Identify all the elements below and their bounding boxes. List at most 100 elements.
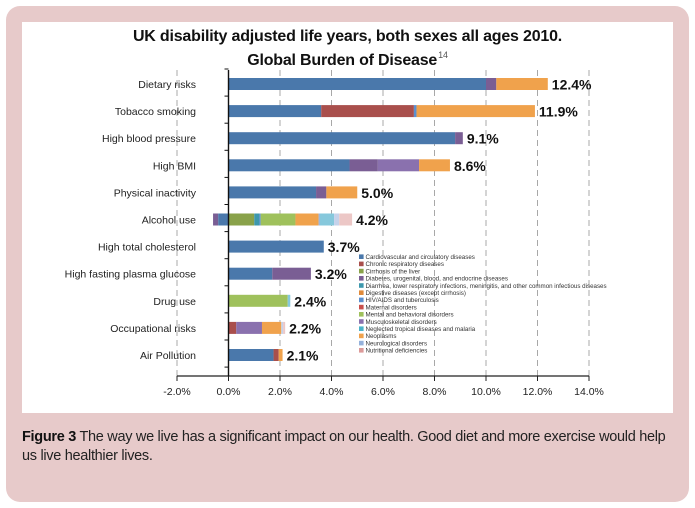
bar-segment [295, 213, 319, 226]
legend-swatch [359, 254, 364, 259]
legend-entry: Cirrhosis of the liver [366, 268, 421, 275]
bar-segment [419, 159, 450, 172]
legend: Cardiovascular and circulatory diseasesC… [359, 254, 607, 355]
chart-title: UK disability adjusted life years, both … [22, 28, 673, 70]
bar-segment [228, 240, 324, 253]
bar-segment [273, 349, 279, 361]
legend-entry: Chronic respiratory diseases [366, 261, 444, 268]
value-label: 2.2% [289, 320, 321, 336]
bar-segment [228, 349, 274, 361]
x-tick-label: 2.0% [268, 386, 292, 398]
category-label: Air Pollution [140, 350, 196, 362]
bar-segment [413, 105, 417, 118]
category-label: Alcohol use [142, 215, 196, 227]
bar-segment [377, 159, 420, 172]
category-label: High total cholesterol [98, 242, 196, 254]
x-tick-label: 0.0% [217, 386, 241, 398]
title-footnote-ref: 14 [438, 50, 448, 60]
bar-segment [349, 159, 378, 172]
category-label: High BMI [153, 160, 196, 172]
category-label: High blood pressure [102, 133, 196, 145]
bar-segment [416, 105, 535, 118]
x-tick-label: 10.0% [471, 386, 501, 398]
legend-entry: Digestive diseases (except cirrhosis) [366, 290, 466, 297]
bar-segment [316, 186, 327, 199]
bar-segment [228, 267, 273, 280]
bar-segment [228, 294, 288, 307]
value-label: 3.2% [315, 266, 347, 282]
bar-segment [318, 213, 320, 226]
legend-swatch [359, 297, 364, 303]
legend-swatch [359, 340, 364, 346]
legend-swatch [359, 261, 364, 267]
x-tick-label: 4.0% [320, 386, 344, 398]
value-label: 8.6% [454, 158, 486, 174]
x-tick-label: -2.0% [163, 386, 190, 398]
legend-entry: Neurological disorders [366, 340, 428, 347]
value-label: 3.7% [328, 239, 360, 255]
axes: -2.0% 0.0% 2.0% 4.0% 6.0% 8.0% 10.0% 12.0% 14.0% [163, 68, 604, 398]
chart-title-line-1: UK disability adjusted life years, both … [132, 28, 563, 45]
value-label: 11.9% [539, 104, 578, 120]
legend-swatch [359, 326, 364, 331]
legend-swatch [359, 319, 364, 324]
value-labels: 12.4% 11.9% 9.1% 8.6% 5.0% 4.2% 3.7% 3.2% 2.4% 2.… [287, 77, 592, 364]
legend-entry: HIV/AIDS and tuberculosis [366, 297, 439, 304]
category-label: Occupational risks [110, 323, 196, 335]
legend-entry: Neoplasms [366, 333, 397, 340]
legend-entry: Nutritional deficiencies [366, 348, 428, 355]
bar-segment [260, 213, 296, 226]
legend-entry: Diabetes, urogenital, blood, and endocri… [366, 276, 508, 283]
chart-subtitle: Global Burden of Disease [247, 52, 438, 69]
x-tick-label: 12.0% [523, 386, 553, 398]
value-label: 4.2% [356, 212, 388, 228]
category-label: Drug use [153, 296, 196, 308]
legend-swatch [359, 268, 364, 274]
bar-segment [326, 186, 358, 199]
bar-segment [287, 294, 291, 307]
legend-swatch [359, 290, 364, 295]
bar-segment [259, 213, 261, 226]
bar-segment [339, 213, 353, 226]
bar-segment [319, 213, 335, 226]
bar-segment [228, 186, 317, 199]
bar-segment [228, 105, 322, 118]
bar-segment [228, 78, 486, 90]
bar-segment [228, 321, 237, 334]
value-label: 2.4% [294, 293, 326, 309]
bar-segment [272, 267, 311, 280]
legend-swatch [359, 333, 364, 339]
legend-swatch [359, 312, 364, 317]
bar-segment [228, 213, 255, 226]
legend-swatch [359, 304, 364, 310]
bars [213, 78, 548, 361]
figure-caption-text: The way we live has a significant impact… [22, 429, 666, 464]
bar-segment [236, 321, 262, 334]
legend-entry: Cardiovascular and circulatory diseases [366, 254, 475, 261]
bar-segment [278, 349, 283, 361]
bar-segment [228, 132, 456, 145]
x-tick-label: 14.0% [574, 386, 604, 398]
figure-caption: Figure 3 The way we live has a significa… [22, 428, 672, 466]
legend-entry: Neglected tropical diseases and malaria [366, 326, 476, 333]
category-label: High fasting plasma glucose [65, 269, 196, 281]
bar-segment [218, 213, 229, 226]
value-label: 12.4% [552, 77, 592, 93]
bar-segment [321, 105, 414, 118]
category-label: Tobacco smoking [115, 106, 196, 118]
value-label: 2.1% [287, 348, 319, 364]
figure-caption-label: Figure 3 [22, 429, 76, 445]
bar-segment [455, 132, 463, 145]
legend-entry: Diarrhea, lower respiratory infections, … [366, 283, 607, 290]
bar-segment [228, 159, 350, 172]
legend-entry: Mental and behavioral disorders [366, 312, 454, 319]
value-label: 9.1% [467, 131, 499, 147]
legend-swatch [359, 283, 364, 288]
bar-segment [261, 321, 282, 334]
bar-segment [281, 321, 284, 334]
category-label: Dietary risks [138, 79, 196, 91]
bar-segment [486, 78, 497, 90]
category-labels: Dietary risks Tobacco smoking High blood p… [65, 79, 197, 362]
bar-segment [254, 213, 260, 226]
